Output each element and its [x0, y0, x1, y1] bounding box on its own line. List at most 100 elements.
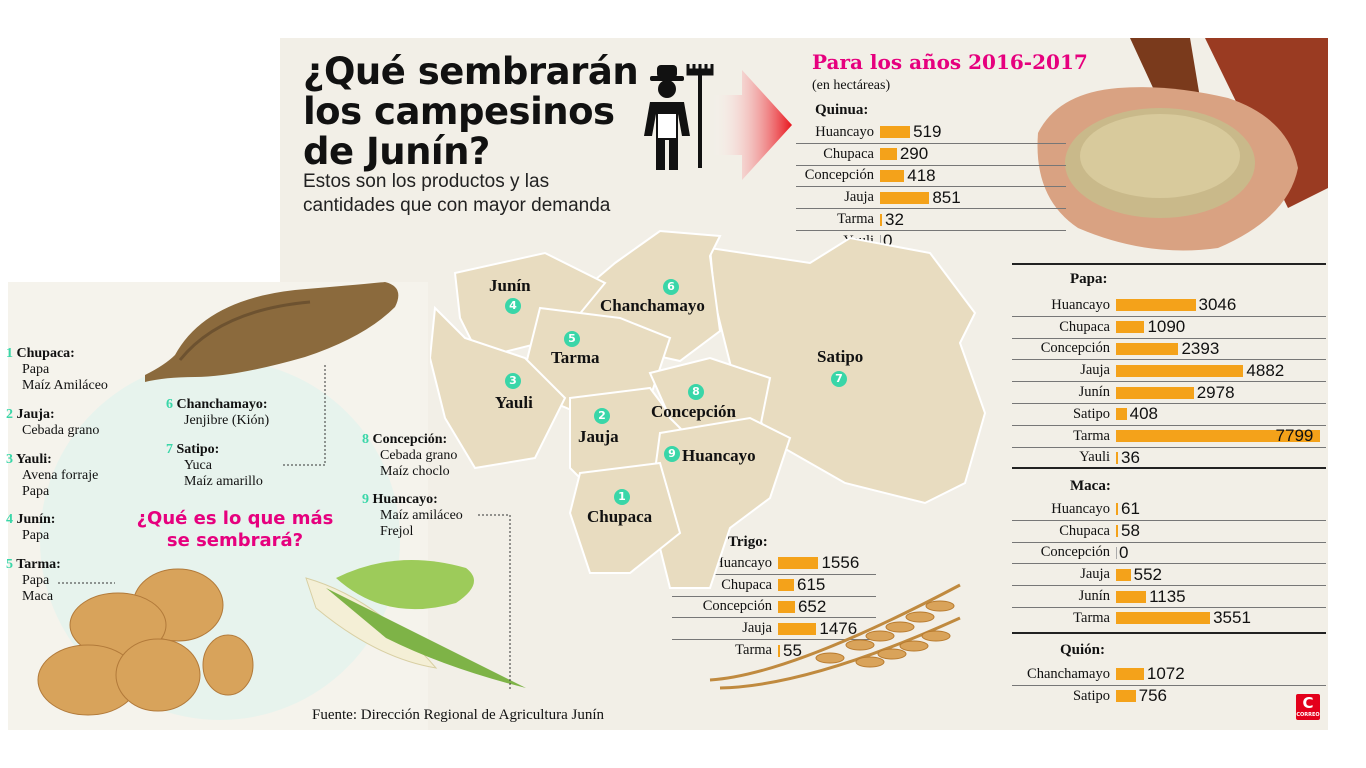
legend-num: 8 — [362, 432, 369, 447]
chart-row: Tarma 3551 — [1012, 606, 1326, 629]
chart-maca: Huancayo 61 Chupaca 58 Concepción 0 Jauja 552 Ju… — [1012, 499, 1326, 629]
chart-row: Tarma 55 — [672, 639, 876, 661]
bar-label: Jauja — [1080, 566, 1110, 583]
bar-label: Junín — [1078, 588, 1110, 605]
chart-trigo: Huancayo 1556 Chupaca 615 Concepción 652 Jauja… — [672, 553, 876, 661]
legend-crop: Papa — [22, 528, 50, 543]
corn-image — [305, 560, 526, 688]
bar-value: 652 — [797, 596, 827, 616]
page-subtitle: Estos son los productos y las cantidades… — [303, 170, 663, 218]
bar-value: 7799 — [1275, 426, 1314, 446]
bar-label: Jauja — [844, 189, 874, 206]
legend-name: Yauli: — [15, 452, 52, 467]
legend-crop: Maíz Amiláceo — [22, 378, 108, 393]
map-badge: 4 — [505, 298, 521, 314]
bar-label: Jauja — [1080, 362, 1110, 379]
legend-item-jauja: 2 Jauja: Cebada grano — [6, 407, 99, 439]
bar-label: Chanchamayo — [1027, 665, 1110, 682]
legend-num: 2 — [6, 407, 13, 422]
bar — [1116, 568, 1131, 581]
bar — [880, 126, 911, 139]
chart-row: Chupaca 290 — [796, 142, 1066, 165]
bar — [1116, 386, 1194, 399]
question-line: se sembrará? — [166, 530, 304, 551]
legend-crop: Papa — [22, 573, 50, 588]
legend-item-junin: 4 Junín: Papa — [6, 512, 55, 544]
legend-item-tarma: 5 Tarma: Papa Maca — [6, 557, 61, 605]
bar-label: Huancayo — [713, 554, 772, 571]
chart-row: Jauja 4882 — [1012, 359, 1326, 381]
legend-crop: Frejol — [380, 524, 414, 539]
section-divider — [1012, 263, 1326, 265]
farmer-icon — [644, 64, 714, 170]
bar — [1116, 503, 1118, 516]
section-title-papa: Papa: — [1070, 271, 1108, 287]
bar-value: 418 — [907, 165, 936, 185]
title-line: de Junín? — [303, 130, 490, 173]
map-badge: 8 — [688, 384, 704, 400]
yuca-image — [145, 282, 399, 382]
bar-label: Huancayo — [815, 123, 874, 140]
legend-name: Concepción: — [372, 432, 448, 447]
chart-row: Huancayo 1556 — [672, 553, 876, 574]
bar — [880, 148, 897, 161]
bar-value: 290 — [899, 144, 929, 164]
chart-row: Concepción 418 — [796, 164, 1066, 187]
bar-value: 1135 — [1149, 586, 1186, 606]
chart-row: Yauli 36 — [1012, 446, 1326, 469]
legend-crop: Avena forraje — [22, 468, 99, 483]
map-label-satipo: Satipo — [817, 347, 864, 366]
bar — [1116, 668, 1144, 681]
legend-crop: Jenjibre (Kión) — [184, 413, 270, 428]
chart-row: Jauja 552 — [1012, 563, 1326, 585]
legend-name: Huancayo: — [372, 492, 438, 507]
map-badge: 9 — [664, 446, 680, 462]
section-title-quinua: Quinua: — [815, 102, 869, 118]
map-badge: 7 — [831, 371, 847, 387]
bar-label: Tarma — [1073, 609, 1110, 626]
map-label-huancayo: Huancayo — [682, 446, 756, 465]
bar-value: 1072 — [1146, 664, 1185, 684]
bar-label: Concepción — [702, 598, 772, 615]
chart-row: Satipo 408 — [1012, 402, 1326, 425]
chart-row: Satipo 756 — [1012, 684, 1326, 707]
legend-crop: Maíz amiláceo — [380, 508, 463, 523]
section-divider — [1012, 467, 1326, 469]
chart-row: Jauja 1476 — [672, 617, 876, 639]
bar-value: 61 — [1121, 499, 1140, 519]
bar-value: 2393 — [1181, 338, 1220, 358]
chart-row: Chupaca 1090 — [1012, 315, 1326, 338]
bar-label: Chupaca — [1059, 318, 1110, 335]
bar-value: 552 — [1133, 564, 1162, 584]
bar-value: 851 — [932, 187, 961, 207]
bar-label: Junín — [1078, 384, 1110, 401]
bar — [1116, 299, 1196, 312]
bar-value: 55 — [783, 640, 802, 660]
arrow-right-icon — [712, 70, 792, 180]
legend-item-yauli: 3 Yauli: Avena forraje Papa — [6, 452, 98, 500]
legend-item-chanchamayo: 6 Chanchamayo: Jenjibre (Kión) — [166, 397, 269, 429]
map-label-jauja: Jauja — [578, 427, 619, 446]
legend-item-chupaca: 1 Chupaca: Papa Maíz Amiláceo — [6, 346, 108, 394]
bar-label: Huancayo — [1051, 500, 1110, 517]
bar-value: 408 — [1129, 404, 1159, 424]
bar-value: 1556 — [821, 553, 860, 573]
legend-name: Chanchamayo: — [176, 397, 268, 412]
map-label-tarma: Tarma — [551, 348, 600, 367]
chart-row: Jauja 851 — [796, 186, 1066, 208]
chart-row: Junín 2978 — [1012, 381, 1326, 403]
wheat-image — [709, 583, 961, 690]
bar — [880, 191, 930, 204]
bar-label: Chupaca — [721, 576, 772, 593]
legend-num: 9 — [362, 492, 369, 507]
legend-item-satipo: 7 Satipo: Yuca Maíz amarillo — [166, 442, 263, 490]
legend-num: 5 — [6, 557, 13, 572]
bar — [778, 644, 780, 657]
legend-crop: Maíz amarillo — [184, 474, 263, 489]
section-title-quion: Quión: — [1060, 642, 1106, 658]
map-badge: 3 — [505, 373, 521, 389]
region-yauli — [430, 305, 567, 470]
legend-crop: Maíz choclo — [380, 464, 450, 479]
legend-name: Chupaca: — [16, 346, 75, 361]
bar-label: Chupaca — [823, 145, 874, 162]
